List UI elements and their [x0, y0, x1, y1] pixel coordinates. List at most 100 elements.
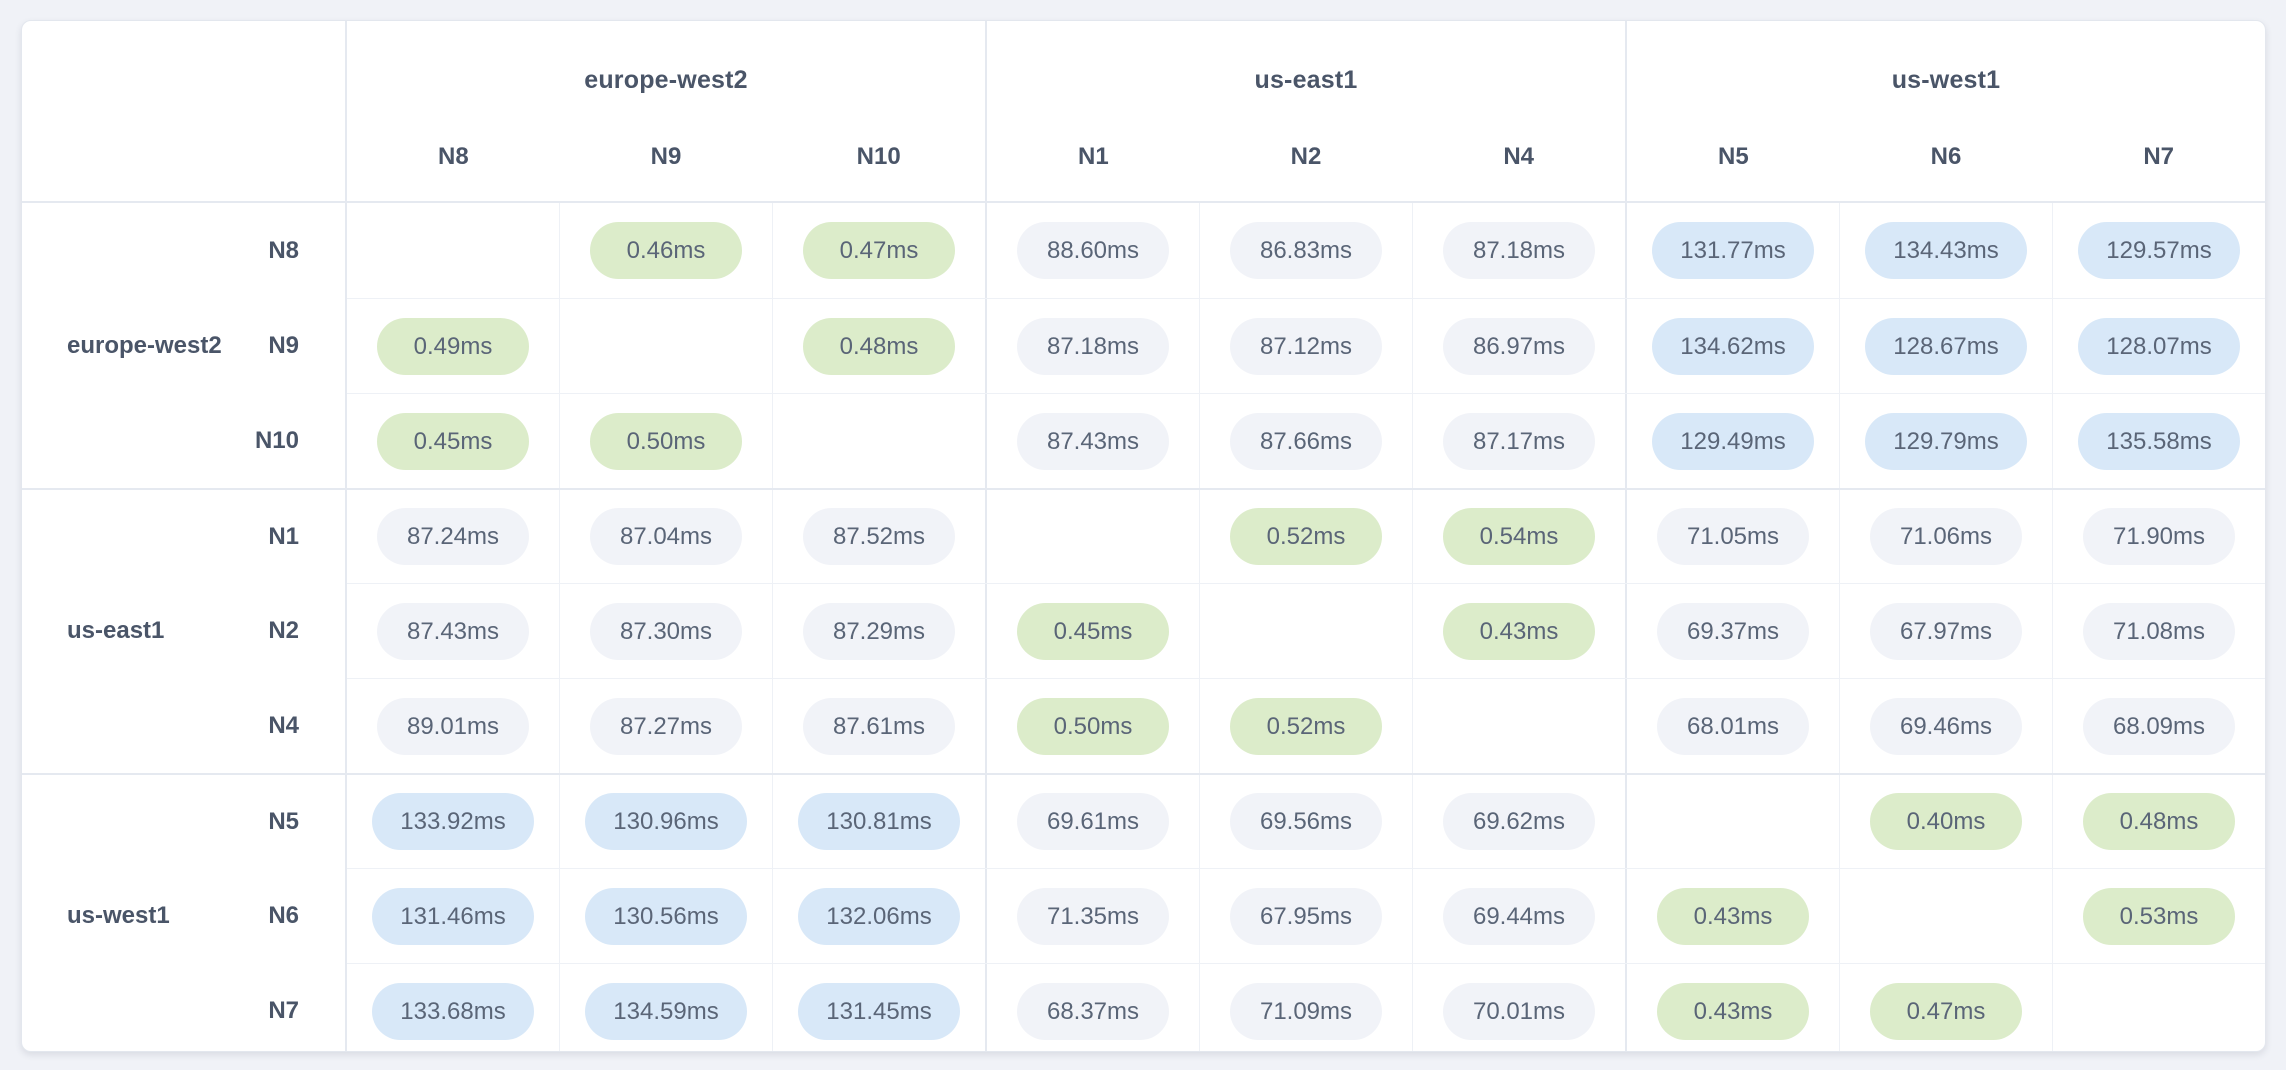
latency-pill[interactable]: 134.62ms [1652, 317, 1814, 375]
latency-pill[interactable]: 71.05ms [1657, 508, 1809, 565]
latency-pill[interactable]: 133.68ms [372, 982, 534, 1040]
row-label-cell: N1 [22, 490, 347, 583]
latency-pill[interactable]: 68.37ms [1017, 982, 1169, 1040]
latency-pill[interactable]: 131.45ms [798, 982, 960, 1040]
column-group-header: us-east1 N1 N2 N4 [987, 21, 1627, 201]
row-node-label: N6 [268, 901, 299, 929]
latency-pill[interactable]: 0.43ms [1657, 982, 1809, 1040]
latency-pill[interactable]: 71.06ms [1870, 508, 2022, 565]
latency-pill[interactable]: 87.43ms [1017, 412, 1169, 470]
row-label-cell: us-west1 N6 [22, 868, 347, 963]
latency-cell: 87.61ms [773, 679, 987, 773]
latency-pill[interactable]: 0.46ms [590, 222, 742, 279]
latency-pill[interactable]: 87.18ms [1017, 317, 1169, 375]
latency-pill[interactable]: 131.46ms [372, 887, 534, 945]
latency-pill[interactable]: 86.97ms [1443, 317, 1595, 375]
latency-pill[interactable]: 71.09ms [1230, 982, 1382, 1040]
latency-pill[interactable]: 67.97ms [1870, 602, 2022, 660]
latency-pill[interactable]: 87.24ms [377, 508, 529, 565]
self-latency-cell [1413, 679, 1627, 773]
latency-pill[interactable]: 129.57ms [2078, 222, 2240, 279]
latency-pill[interactable]: 0.43ms [1443, 602, 1595, 660]
latency-pill[interactable]: 71.08ms [2083, 602, 2235, 660]
latency-pill[interactable]: 69.37ms [1657, 602, 1809, 660]
latency-pill[interactable]: 130.81ms [798, 793, 960, 850]
latency-pill[interactable]: 87.66ms [1230, 412, 1382, 470]
latency-cell: 0.50ms [560, 394, 773, 488]
latency-pill[interactable]: 0.47ms [803, 222, 955, 279]
latency-pill[interactable]: 133.92ms [372, 793, 534, 850]
latency-pill[interactable]: 132.06ms [798, 887, 960, 945]
latency-pill[interactable]: 0.49ms [377, 317, 529, 375]
latency-cell: 71.09ms [1200, 964, 1413, 1051]
latency-cell: 0.52ms [1200, 679, 1413, 773]
row-node-label: N9 [268, 331, 299, 359]
latency-cell: 0.45ms [987, 584, 1200, 678]
latency-pill[interactable]: 135.58ms [2078, 412, 2240, 470]
column-node-label: N9 [650, 143, 682, 170]
latency-pill[interactable]: 0.43ms [1657, 887, 1809, 945]
latency-pill[interactable]: 87.27ms [590, 697, 742, 755]
latency-cell: 86.83ms [1200, 203, 1413, 298]
latency-cell: 135.58ms [2053, 394, 2265, 488]
latency-cell: 131.46ms [347, 869, 560, 963]
column-node-label: N4 [1503, 143, 1535, 170]
latency-pill[interactable]: 131.77ms [1652, 222, 1814, 279]
latency-cell: 71.08ms [2053, 584, 2265, 678]
latency-pill[interactable]: 69.61ms [1017, 793, 1169, 850]
latency-cell: 133.68ms [347, 964, 560, 1051]
latency-cell: 0.46ms [560, 203, 773, 298]
latency-pill[interactable]: 87.43ms [377, 602, 529, 660]
latency-pill[interactable]: 0.52ms [1230, 508, 1382, 565]
latency-pill[interactable]: 0.45ms [377, 412, 529, 470]
latency-pill[interactable]: 129.49ms [1652, 412, 1814, 470]
latency-pill[interactable]: 87.18ms [1443, 222, 1595, 279]
latency-pill[interactable]: 71.90ms [2083, 508, 2235, 565]
latency-pill[interactable]: 69.46ms [1870, 697, 2022, 755]
latency-pill[interactable]: 130.56ms [585, 887, 747, 945]
latency-cell: 0.54ms [1413, 490, 1627, 583]
latency-pill[interactable]: 89.01ms [377, 697, 529, 755]
latency-pill[interactable]: 0.50ms [1017, 697, 1169, 755]
latency-pill[interactable]: 0.48ms [2083, 793, 2235, 850]
latency-pill[interactable]: 68.09ms [2083, 697, 2235, 755]
row-group-region-label: europe-west2 [67, 331, 222, 359]
latency-pill[interactable]: 0.47ms [1870, 982, 2022, 1040]
latency-pill[interactable]: 0.45ms [1017, 602, 1169, 660]
latency-pill[interactable]: 128.07ms [2078, 317, 2240, 375]
latency-pill[interactable]: 69.62ms [1443, 793, 1595, 850]
latency-pill[interactable]: 0.50ms [590, 412, 742, 470]
latency-pill[interactable]: 67.95ms [1230, 887, 1382, 945]
latency-pill[interactable]: 0.48ms [803, 317, 955, 375]
row-node-label: N2 [268, 616, 299, 644]
latency-pill[interactable]: 0.54ms [1443, 508, 1595, 565]
self-latency-cell [987, 490, 1200, 583]
latency-pill[interactable]: 87.30ms [590, 602, 742, 660]
row-node-label: N5 [268, 807, 299, 835]
latency-pill[interactable]: 86.83ms [1230, 222, 1382, 279]
latency-pill[interactable]: 87.17ms [1443, 412, 1595, 470]
latency-pill[interactable]: 0.40ms [1870, 793, 2022, 850]
latency-pill[interactable]: 87.04ms [590, 508, 742, 565]
latency-pill[interactable]: 87.52ms [803, 508, 955, 565]
latency-pill[interactable]: 87.29ms [803, 602, 955, 660]
matrix-row: N7 133.68ms 134.59ms 131.45ms 68.37ms 71.09ms… [22, 963, 2265, 1051]
latency-cell: 0.48ms [773, 299, 987, 393]
latency-pill[interactable]: 68.01ms [1657, 697, 1809, 755]
latency-pill[interactable]: 88.60ms [1017, 222, 1169, 279]
latency-pill[interactable]: 87.12ms [1230, 317, 1382, 375]
latency-pill[interactable]: 134.43ms [1865, 222, 2027, 279]
latency-pill[interactable]: 129.79ms [1865, 412, 2027, 470]
latency-cell: 129.49ms [1627, 394, 1840, 488]
latency-pill[interactable]: 0.52ms [1230, 697, 1382, 755]
latency-pill[interactable]: 0.53ms [2083, 887, 2235, 945]
column-node-labels: N1 N2 N4 [987, 139, 1625, 201]
latency-pill[interactable]: 87.61ms [803, 697, 955, 755]
latency-pill[interactable]: 134.59ms [585, 982, 747, 1040]
latency-pill[interactable]: 69.44ms [1443, 887, 1595, 945]
latency-pill[interactable]: 70.01ms [1443, 982, 1595, 1040]
latency-pill[interactable]: 128.67ms [1865, 317, 2027, 375]
latency-pill[interactable]: 71.35ms [1017, 887, 1169, 945]
latency-pill[interactable]: 130.96ms [585, 793, 747, 850]
latency-pill[interactable]: 69.56ms [1230, 793, 1382, 850]
